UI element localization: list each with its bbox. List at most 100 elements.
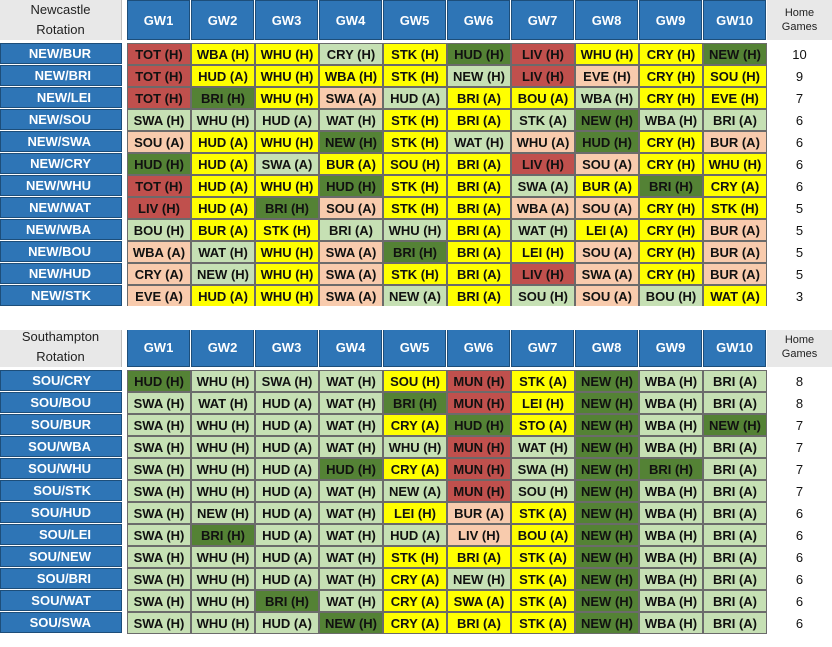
fixture-cell[interactable]: STK (A) bbox=[511, 568, 575, 590]
fixture-cell[interactable]: WBA (H) bbox=[319, 65, 383, 87]
fixture-cell[interactable]: CRY (H) bbox=[639, 43, 703, 65]
rotation-row-label[interactable]: NEW/WBA bbox=[0, 219, 122, 240]
rotation-row-label[interactable]: SOU/STK bbox=[0, 480, 122, 501]
fixture-cell[interactable]: SWA (A) bbox=[447, 590, 511, 612]
fixture-cell[interactable]: BRI (A) bbox=[703, 590, 767, 612]
fixture-cell[interactable]: HUD (A) bbox=[255, 612, 319, 634]
fixture-cell[interactable]: HUD (H) bbox=[127, 370, 191, 392]
rotation-row-label[interactable]: SOU/WHU bbox=[0, 458, 122, 479]
fixture-cell[interactable]: STK (H) bbox=[383, 263, 447, 285]
rotation-row-label[interactable]: SOU/HUD bbox=[0, 502, 122, 523]
rotation-row-label[interactable]: NEW/HUD bbox=[0, 263, 122, 284]
fixture-cell[interactable]: NEW (H) bbox=[703, 414, 767, 436]
fixture-cell[interactable]: WBA (A) bbox=[127, 241, 191, 263]
fixture-cell[interactable]: BRI (A) bbox=[447, 175, 511, 197]
fixture-cell[interactable]: BRI (A) bbox=[703, 109, 767, 131]
fixture-cell[interactable]: STK (H) bbox=[383, 197, 447, 219]
fixture-cell[interactable]: CRY (H) bbox=[319, 43, 383, 65]
rotation-row-label[interactable]: SOU/BUR bbox=[0, 414, 122, 435]
fixture-cell[interactable]: MUN (H) bbox=[447, 458, 511, 480]
fixture-cell[interactable]: SWA (H) bbox=[127, 414, 191, 436]
fixture-cell[interactable]: WHU (H) bbox=[255, 285, 319, 307]
rotation-row-label[interactable]: NEW/BRI bbox=[0, 65, 122, 86]
fixture-cell[interactable]: BUR (A) bbox=[191, 219, 255, 241]
fixture-cell[interactable]: BUR (A) bbox=[703, 131, 767, 153]
gameweek-header[interactable]: GW1 bbox=[127, 327, 190, 367]
fixture-cell[interactable]: STK (H) bbox=[383, 131, 447, 153]
fixture-cell[interactable]: WHU (H) bbox=[191, 436, 255, 458]
fixture-cell[interactable]: STK (H) bbox=[383, 109, 447, 131]
rotation-row-label[interactable]: NEW/WAT bbox=[0, 197, 122, 218]
fixture-cell[interactable]: CRY (A) bbox=[127, 263, 191, 285]
fixture-cell[interactable]: CRY (H) bbox=[639, 263, 703, 285]
fixture-cell[interactable]: LIV (H) bbox=[127, 197, 191, 219]
gameweek-header[interactable]: GW3 bbox=[255, 0, 318, 40]
fixture-cell[interactable]: HUD (A) bbox=[255, 502, 319, 524]
fixture-cell[interactable]: WBA (H) bbox=[191, 43, 255, 65]
fixture-cell[interactable]: SOU (A) bbox=[127, 131, 191, 153]
fixture-cell[interactable]: BRI (H) bbox=[191, 87, 255, 109]
fixture-cell[interactable]: LEI (H) bbox=[511, 392, 575, 414]
fixture-cell[interactable]: WBA (H) bbox=[575, 87, 639, 109]
fixture-cell[interactable]: STK (H) bbox=[703, 197, 767, 219]
fixture-cell[interactable]: BRI (H) bbox=[255, 590, 319, 612]
fixture-cell[interactable]: SWA (A) bbox=[319, 87, 383, 109]
fixture-cell[interactable]: SWA (H) bbox=[511, 458, 575, 480]
fixture-cell[interactable]: BRI (A) bbox=[447, 87, 511, 109]
fixture-cell[interactable]: CRY (H) bbox=[639, 131, 703, 153]
fixture-cell[interactable]: SOU (H) bbox=[703, 65, 767, 87]
fixture-cell[interactable]: BRI (H) bbox=[383, 392, 447, 414]
fixture-cell[interactable]: WAT (H) bbox=[319, 568, 383, 590]
fixture-cell[interactable]: SWA (A) bbox=[319, 241, 383, 263]
rotation-row-label[interactable]: SOU/BOU bbox=[0, 392, 122, 413]
fixture-cell[interactable]: BRI (H) bbox=[383, 241, 447, 263]
gameweek-header[interactable]: GW10 bbox=[703, 0, 766, 40]
fixture-cell[interactable]: NEW (H) bbox=[575, 612, 639, 634]
fixture-cell[interactable]: WAT (H) bbox=[191, 241, 255, 263]
gameweek-header[interactable]: GW2 bbox=[191, 0, 254, 40]
fixture-cell[interactable]: CRY (A) bbox=[383, 458, 447, 480]
fixture-cell[interactable]: WHU (H) bbox=[255, 43, 319, 65]
gameweek-header[interactable]: GW5 bbox=[383, 327, 446, 367]
fixture-cell[interactable]: LIV (H) bbox=[511, 153, 575, 175]
fixture-cell[interactable]: STO (A) bbox=[511, 414, 575, 436]
fixture-cell[interactable]: BRI (A) bbox=[447, 612, 511, 634]
fixture-cell[interactable]: WBA (H) bbox=[639, 414, 703, 436]
fixture-cell[interactable]: SOU (A) bbox=[575, 153, 639, 175]
fixture-cell[interactable]: BRI (H) bbox=[255, 197, 319, 219]
fixture-cell[interactable]: BRI (A) bbox=[447, 219, 511, 241]
fixture-cell[interactable]: BRI (A) bbox=[703, 546, 767, 568]
gameweek-header[interactable]: GW10 bbox=[703, 327, 766, 367]
fixture-cell[interactable]: WAT (H) bbox=[319, 392, 383, 414]
gameweek-header[interactable]: GW6 bbox=[447, 327, 510, 367]
fixture-cell[interactable]: SWA (H) bbox=[127, 392, 191, 414]
fixture-cell[interactable]: CRY (H) bbox=[639, 241, 703, 263]
fixture-cell[interactable]: BOU (A) bbox=[511, 87, 575, 109]
fixture-cell[interactable]: SOU (A) bbox=[575, 285, 639, 307]
fixture-cell[interactable]: SOU (A) bbox=[319, 197, 383, 219]
fixture-cell[interactable]: HUD (A) bbox=[191, 65, 255, 87]
gameweek-header[interactable]: GW4 bbox=[319, 327, 382, 367]
fixture-cell[interactable]: SWA (H) bbox=[127, 546, 191, 568]
rotation-row-label[interactable]: NEW/SWA bbox=[0, 131, 122, 152]
fixture-cell[interactable]: BRI (H) bbox=[191, 524, 255, 546]
fixture-cell[interactable]: WHU (H) bbox=[191, 590, 255, 612]
fixture-cell[interactable]: BUR (A) bbox=[447, 502, 511, 524]
fixture-cell[interactable]: SWA (H) bbox=[127, 480, 191, 502]
fixture-cell[interactable]: EVE (H) bbox=[703, 87, 767, 109]
fixture-cell[interactable]: WHU (H) bbox=[191, 568, 255, 590]
fixture-cell[interactable]: WBA (H) bbox=[639, 370, 703, 392]
fixture-cell[interactable]: STK (H) bbox=[383, 546, 447, 568]
fixture-cell[interactable]: NEW (H) bbox=[575, 546, 639, 568]
fixture-cell[interactable]: STK (H) bbox=[255, 219, 319, 241]
fixture-cell[interactable]: BRI (A) bbox=[447, 153, 511, 175]
fixture-cell[interactable]: BUR (A) bbox=[703, 241, 767, 263]
fixture-cell[interactable]: HUD (H) bbox=[447, 414, 511, 436]
gameweek-header[interactable]: GW8 bbox=[575, 327, 638, 367]
rotation-row-label[interactable]: SOU/NEW bbox=[0, 546, 122, 567]
fixture-cell[interactable]: CRY (A) bbox=[383, 568, 447, 590]
fixture-cell[interactable]: STK (A) bbox=[511, 109, 575, 131]
fixture-cell[interactable]: HUD (H) bbox=[319, 175, 383, 197]
fixture-cell[interactable]: SOU (H) bbox=[383, 370, 447, 392]
fixture-cell[interactable]: SWA (H) bbox=[127, 568, 191, 590]
